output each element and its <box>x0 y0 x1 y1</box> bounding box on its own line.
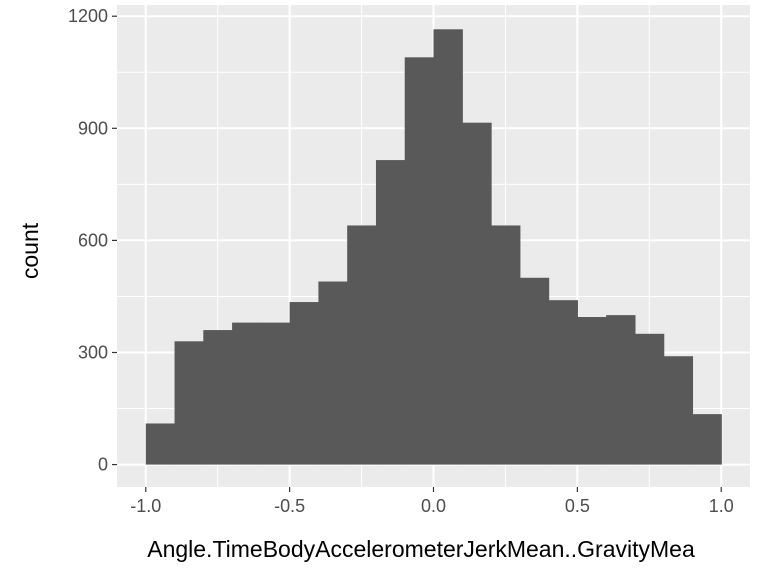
histogram-bar <box>318 281 348 465</box>
y-tick-label: 0 <box>98 455 108 475</box>
histogram-bar <box>347 225 377 465</box>
y-tick-label: 1200 <box>68 6 108 26</box>
histogram-bar <box>634 333 665 465</box>
x-tick-label: -1.0 <box>130 496 161 516</box>
histogram-bar <box>289 302 320 465</box>
histogram-bar <box>663 356 694 465</box>
x-axis-title: Angle.TimeBodyAccelerometerJerkMean..Gra… <box>147 536 695 562</box>
y-axis: 0 300 600 900 1200 <box>68 6 117 475</box>
histogram-bar <box>404 57 435 465</box>
histogram-bar <box>606 315 636 465</box>
histogram-bar <box>491 225 521 465</box>
histogram-bar <box>203 330 233 465</box>
histogram-bar <box>375 160 406 465</box>
histogram-bar <box>519 277 550 465</box>
histogram-bar <box>145 423 176 465</box>
histogram-bar <box>232 322 262 465</box>
y-tick-label: 600 <box>78 230 108 250</box>
y-axis-title: count <box>17 222 43 279</box>
x-tick-label: 0.5 <box>565 496 590 516</box>
histogram-bar <box>462 122 492 465</box>
y-tick-label: 900 <box>78 118 108 138</box>
histogram-bar <box>260 322 291 465</box>
x-tick-label: -0.5 <box>274 496 305 516</box>
x-axis: -1.0 -0.5 0.0 0.5 1.0 <box>130 487 734 516</box>
x-tick-label: 0.0 <box>421 496 446 516</box>
histogram-bar <box>692 414 722 465</box>
histogram-bar <box>548 300 578 465</box>
histogram-bar <box>577 316 607 465</box>
histogram-bar <box>174 341 204 465</box>
histogram-bar <box>433 29 463 465</box>
y-tick-label: 300 <box>78 342 108 362</box>
histogram-bars <box>145 29 722 465</box>
x-tick-label: 1.0 <box>709 496 734 516</box>
